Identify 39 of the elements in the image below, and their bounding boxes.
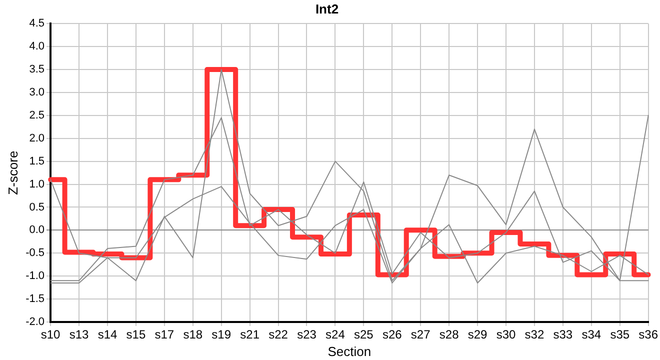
y-tick-label: -0.5 <box>26 247 45 260</box>
y-tick-label: -1.5 <box>26 293 45 306</box>
y-tick-label: -1.0 <box>26 270 45 282</box>
x-tick-label: s30 <box>496 328 516 342</box>
y-tick-label: 3.0 <box>29 86 45 98</box>
x-tick-label: s15 <box>126 328 146 342</box>
y-tick-label: 0.5 <box>29 201 45 214</box>
x-tick-label: s25 <box>354 328 374 342</box>
y-axis-title: Z-score <box>5 150 20 195</box>
y-tick-label: 1.5 <box>29 155 45 168</box>
x-tick-label: s21 <box>240 328 260 342</box>
y-tick-label: 4.5 <box>29 18 45 30</box>
y-tick-label: 4.0 <box>29 40 45 53</box>
x-tick-label: s22 <box>268 328 288 342</box>
y-tick-label: 2.5 <box>29 109 45 122</box>
x-tick-label: s24 <box>326 328 346 342</box>
x-tick-label: s19 <box>212 328 232 342</box>
x-tick-label: s26 <box>382 328 402 342</box>
x-tick-label: s29 <box>468 328 488 342</box>
x-tick-label: s14 <box>98 328 118 342</box>
x-tick-label: s34 <box>582 328 602 342</box>
x-tick-label: s33 <box>553 328 573 342</box>
x-tick-label: s13 <box>69 328 90 342</box>
x-tick-label: s28 <box>439 328 460 342</box>
y-tick-label: 0.0 <box>29 224 45 236</box>
x-tick-label: s35 <box>610 328 630 342</box>
x-tick-label: s36 <box>638 328 658 342</box>
y-tick-label: 1.0 <box>29 178 45 190</box>
x-tick-label: s10 <box>40 328 61 342</box>
x-tick-label: s18 <box>183 328 203 342</box>
x-tick-label: s23 <box>297 328 317 342</box>
y-tick-label: 3.5 <box>29 64 45 76</box>
chart-title: Int2 <box>315 1 339 16</box>
y-tick-label: 2.0 <box>29 132 45 144</box>
y-tick-label: -2.0 <box>26 316 45 328</box>
x-axis-title: Section <box>328 344 372 359</box>
x-tick-label: s32 <box>524 328 544 342</box>
x-tick-label: s17 <box>154 328 174 342</box>
x-tick-label: s27 <box>410 328 431 342</box>
